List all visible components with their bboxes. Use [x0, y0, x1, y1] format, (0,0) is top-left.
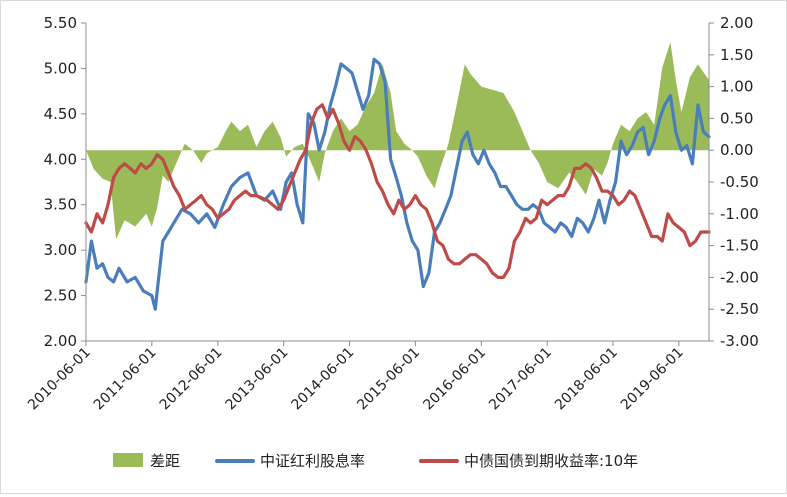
left-axis-ticks: 2.00 2.50 3.00 3.50 4.00 4.50 5.00 5.50 [44, 14, 86, 350]
x-axis-ticks: 2010-06-012011-06-012012-06-012013-06-01… [25, 341, 687, 413]
right-tick-label: 1.50 [720, 46, 753, 64]
x-tick-label: 2019-06-01 [618, 345, 687, 414]
legend-swatch-area [113, 453, 143, 467]
legend-label: 中证红利股息率 [260, 452, 365, 470]
x-tick-label: 2012-06-01 [157, 345, 226, 414]
left-tick-label: 2.00 [44, 332, 77, 350]
right-tick-label: -2.50 [720, 300, 759, 318]
x-tick-label: 2014-06-01 [288, 345, 357, 414]
legend-label: 差距 [150, 452, 180, 470]
right-tick-label: -1.00 [720, 205, 759, 223]
left-tick-label: 5.50 [44, 14, 77, 32]
left-tick-label: 4.00 [44, 150, 77, 168]
legend: 差距 中证红利股息率 中债国债到期收益率:10年 [113, 452, 638, 470]
line-layer [84, 57, 711, 311]
x-tick-label: 2018-06-01 [552, 345, 621, 414]
left-tick-label: 3.00 [44, 241, 77, 259]
left-tick-label: 2.50 [44, 287, 77, 305]
right-tick-label: 1.00 [720, 78, 753, 96]
right-tick-label: -2.00 [720, 268, 759, 286]
right-tick-label: 2.00 [720, 14, 753, 32]
left-tick-label: 5.00 [44, 59, 77, 77]
right-tick-label: 0.00 [720, 141, 753, 159]
x-tick-label: 2017-06-01 [486, 345, 555, 414]
x-tick-label: 2016-06-01 [420, 345, 489, 414]
x-tick-label: 2013-06-01 [223, 345, 292, 414]
right-axis-ticks: 2.00 1.50 1.00 0.50 0.00 -0.50 -1.00 -1.50 -2.00… [709, 14, 759, 350]
area-layer [86, 42, 709, 240]
x-tick-label: 2015-06-01 [354, 345, 423, 414]
left-tick-label: 3.50 [44, 196, 77, 214]
series-line-2 [84, 103, 711, 279]
right-tick-label: 0.50 [720, 109, 753, 127]
x-tick-label: 2010-06-01 [25, 345, 94, 414]
legend-label: 中债国债到期收益率:10年 [464, 452, 638, 470]
right-tick-label: -1.50 [720, 237, 759, 255]
series-area-gap [86, 42, 709, 240]
left-tick-label: 4.50 [44, 105, 77, 123]
right-tick-label: -0.50 [720, 173, 759, 191]
series-line-1 [84, 57, 711, 311]
right-tick-label: -3.00 [720, 332, 759, 350]
x-tick-label: 2011-06-01 [91, 345, 160, 414]
